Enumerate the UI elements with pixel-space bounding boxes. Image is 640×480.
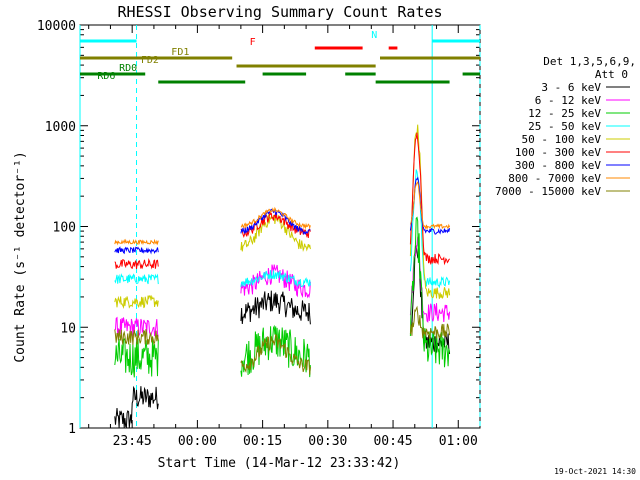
series-line [114, 385, 159, 429]
footer-timestamp: 19-Oct-2021 14:30 [554, 467, 636, 476]
status-flag-label: RD0 [119, 63, 137, 74]
legend-label: 12 - 25 keV [528, 107, 601, 120]
status-flag-label: RD6 [97, 71, 115, 82]
y-tick-label: 100 [53, 221, 76, 236]
legend-label: 6 - 12 keV [535, 94, 602, 107]
series-line [114, 238, 159, 246]
legend-label: 300 - 800 keV [515, 159, 601, 172]
series-line [240, 290, 311, 325]
series-line [240, 333, 311, 375]
legend-label: 7000 - 15000 keV [495, 185, 601, 198]
series-line [240, 208, 311, 236]
y-tick-label: 10000 [37, 19, 76, 34]
series-line [409, 124, 451, 300]
x-tick-label: 00:15 [243, 434, 282, 449]
legend-label: 800 - 7000 keV [508, 172, 601, 185]
series-line [409, 169, 451, 289]
x-tick-label: 01:00 [439, 434, 478, 449]
x-tick-label: 23:45 [113, 434, 152, 449]
status-flag-label: FD2 [141, 55, 159, 66]
series-line [114, 294, 159, 310]
series-line [114, 273, 159, 285]
series-line [409, 236, 451, 323]
x-tick-label: 00:30 [308, 434, 347, 449]
x-axis-label: Start Time (14-Mar-12 23:33:42) [158, 456, 401, 471]
series-line [240, 324, 311, 378]
legend-label: 50 - 100 keV [522, 133, 602, 146]
series-line [409, 305, 451, 340]
series-line [114, 329, 159, 346]
series-line [409, 181, 451, 231]
series-line [409, 132, 450, 266]
legend-title: Det 1,3,5,6,9, [543, 55, 636, 68]
legend-label: 25 - 50 keV [528, 120, 601, 133]
x-tick-label: 00:45 [373, 434, 412, 449]
legend-label: 3 - 6 keV [541, 81, 601, 94]
legend-title: Att 0 [595, 68, 628, 81]
status-flag-label: N [371, 30, 377, 41]
y-tick-label: 1 [68, 422, 76, 437]
series-line [114, 246, 159, 255]
y-tick-label: 1000 [45, 120, 76, 135]
x-tick-label: 00:00 [178, 434, 217, 449]
status-flag-label: FD1 [171, 47, 189, 58]
status-flag-label: F [250, 37, 256, 48]
legend-label: 100 - 300 keV [515, 146, 601, 159]
y-tick-label: 10 [60, 321, 76, 336]
series-line [114, 258, 159, 270]
series-line [240, 270, 311, 288]
series-line [409, 176, 451, 235]
series-line [240, 206, 311, 230]
y-axis-label: Count Rate (s⁻¹ detector⁻¹) [13, 151, 28, 362]
chart-title: RHESSI Observing Summary Count Rates [117, 3, 442, 21]
series-line [240, 264, 311, 299]
series-line [240, 211, 311, 238]
